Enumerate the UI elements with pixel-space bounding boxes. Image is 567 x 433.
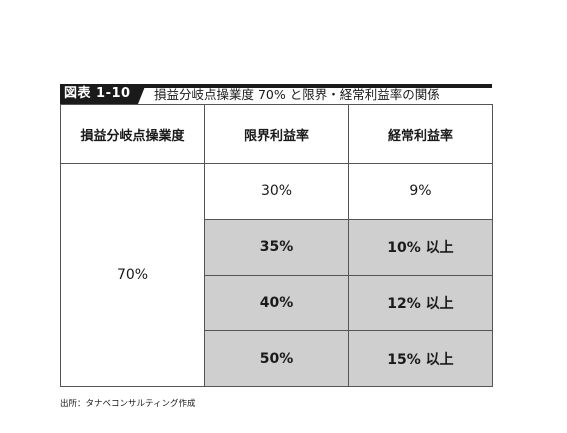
header-marginal-profit-rate: 限界利益率 (204, 104, 349, 164)
marginal-rate-cell: 40% (204, 274, 349, 332)
table-row: 50% 15% 以上 (61, 330, 493, 387)
table-row: 35% 10% 以上 (61, 218, 493, 276)
figure-header: 図表 1-10 損益分岐点操業度 70% と限界・経常利益率の関係 (60, 84, 492, 104)
header-breakeven-rate: 損益分岐点操業度 (60, 104, 205, 164)
figure-number-tag: 図表 1-10 (60, 84, 146, 104)
breakeven-rate-cell: 70% (60, 163, 205, 387)
breakeven-table: 損益分岐点操業度 限界利益率 経常利益率 70% 30% 9% 35% 10% … (60, 104, 493, 387)
marginal-rate-cell: 50% (204, 330, 349, 387)
ordinary-rate-cell: 15% 以上 (348, 330, 493, 387)
table-row: 70% 30% 9% (60, 163, 493, 387)
ordinary-rate-cell: 9% (348, 163, 493, 220)
source-note: 出所：タナベコンサルティング作成 (60, 399, 196, 409)
table-row: 40% 12% 以上 (61, 274, 493, 332)
figure-top-rule (60, 84, 492, 88)
figure-title: 損益分岐点操業度 70% と限界・経常利益率の関係 (154, 87, 440, 102)
header-row: 損益分岐点操業度 限界利益率 経常利益率 (60, 104, 493, 164)
ordinary-rate-cell: 10% 以上 (348, 218, 493, 276)
header-ordinary-profit-rate: 経常利益率 (348, 104, 493, 164)
marginal-rate-cell: 35% (204, 218, 349, 276)
ordinary-rate-cell: 12% 以上 (348, 274, 493, 332)
marginal-rate-cell: 30% (204, 163, 349, 220)
